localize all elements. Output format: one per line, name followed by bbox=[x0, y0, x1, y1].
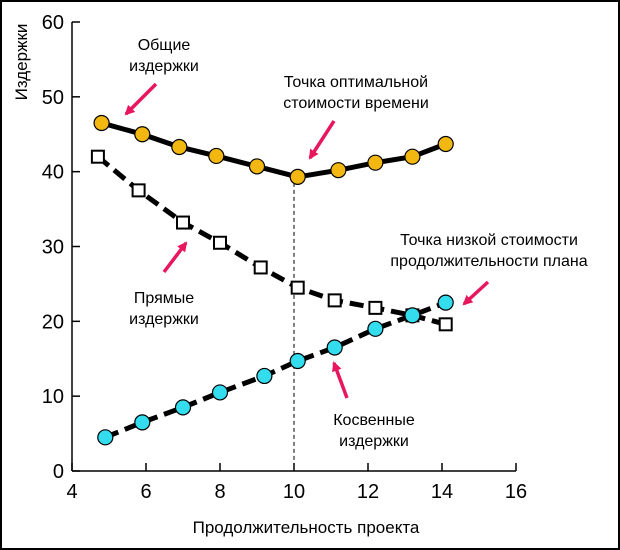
data-point-circle bbox=[174, 399, 192, 416]
annotation-text: Общие издержки bbox=[129, 37, 199, 75]
annotation-arrow bbox=[308, 120, 336, 160]
series-group bbox=[90, 149, 453, 332]
annotation-line: издержки bbox=[339, 433, 409, 450]
y-tick-label: 0 bbox=[53, 461, 64, 483]
data-point-circle bbox=[248, 158, 266, 175]
data-point-circle bbox=[367, 320, 384, 337]
data-point-circle bbox=[93, 114, 110, 132]
annotation: Общие издержки bbox=[124, 37, 199, 116]
annotation-arrow bbox=[462, 280, 490, 306]
annotation-line: Точка оптимальной bbox=[284, 74, 428, 91]
y-tick-label: 60 bbox=[42, 12, 64, 34]
x-tick-label: 10 bbox=[283, 481, 305, 503]
data-point-circle bbox=[134, 126, 151, 143]
annotation-arrow bbox=[162, 241, 188, 274]
data-point-square bbox=[253, 260, 268, 275]
data-point-circle bbox=[404, 307, 421, 324]
data-point-circle bbox=[211, 384, 229, 401]
y-tick-label: 50 bbox=[42, 87, 64, 109]
annotation: Точка низкой стоимости продолжительности … bbox=[390, 232, 588, 306]
annotation-line: продолжительности плана bbox=[390, 253, 587, 270]
x-tick-label: 4 bbox=[66, 481, 77, 503]
series-group bbox=[93, 114, 454, 186]
data-point-circle bbox=[289, 352, 306, 370]
annotation-text: Косвенные издержки bbox=[333, 412, 415, 450]
annotation-line: Точка низкой стоимости bbox=[400, 232, 578, 249]
x-tick-label: 6 bbox=[140, 481, 151, 503]
annotation: Точка оптимальной стоимости времени bbox=[283, 74, 429, 160]
y-axis-title: Издержки bbox=[12, 24, 31, 101]
series-line bbox=[100, 120, 447, 180]
annotation-line: издержки bbox=[129, 58, 199, 75]
x-axis-title: Продолжительность проекта bbox=[193, 518, 420, 537]
y-tick-label: 30 bbox=[42, 237, 64, 259]
data-point-circle bbox=[208, 147, 225, 165]
data-point-square bbox=[90, 149, 105, 164]
x-tick-label: 14 bbox=[431, 481, 453, 503]
data-point-circle bbox=[437, 135, 454, 153]
annotation-arrow bbox=[332, 361, 349, 399]
data-point-square bbox=[327, 293, 342, 308]
annotation-text: Точка низкой стоимости продолжительности … bbox=[390, 232, 587, 270]
annotation-line: Косвенные bbox=[333, 412, 415, 429]
data-point-circle bbox=[289, 168, 306, 186]
x-tick-label: 12 bbox=[357, 481, 379, 503]
data-point-circle bbox=[256, 367, 273, 385]
y-tick-label: 20 bbox=[42, 311, 64, 333]
data-point-square bbox=[131, 183, 146, 198]
x-tick-label: 16 bbox=[505, 481, 527, 503]
series-line bbox=[96, 154, 447, 327]
y-tick-label: 10 bbox=[42, 386, 64, 408]
data-point-circle bbox=[97, 429, 114, 446]
data-point-circle bbox=[367, 154, 384, 171]
data-point-square bbox=[368, 300, 383, 315]
annotation-arrow bbox=[124, 82, 158, 116]
y-tick-label: 40 bbox=[42, 162, 64, 184]
annotation: Прямые издержки bbox=[129, 241, 199, 328]
data-point-square bbox=[290, 280, 305, 295]
data-point-square bbox=[438, 317, 453, 332]
data-point-circle bbox=[330, 162, 347, 179]
data-point-circle bbox=[437, 294, 454, 311]
data-point-circle bbox=[326, 339, 343, 356]
x-tick-label: 8 bbox=[214, 481, 225, 503]
annotation-text: Прямые издержки bbox=[129, 290, 199, 328]
annotation: Косвенные издержки bbox=[332, 361, 415, 450]
annotation-text: Точка оптимальной стоимости времени bbox=[283, 74, 429, 112]
annotation-line: Прямые bbox=[134, 290, 194, 307]
annotation-line: стоимости времени bbox=[283, 95, 429, 112]
data-point-square bbox=[176, 215, 190, 230]
annotation-line: издержки bbox=[129, 311, 199, 328]
data-point-circle bbox=[171, 138, 188, 156]
data-point-square bbox=[213, 235, 227, 250]
data-point-circle bbox=[404, 148, 421, 165]
data-point-circle bbox=[134, 414, 151, 431]
annotation-line: Общие bbox=[138, 37, 191, 54]
series-group bbox=[97, 294, 454, 446]
